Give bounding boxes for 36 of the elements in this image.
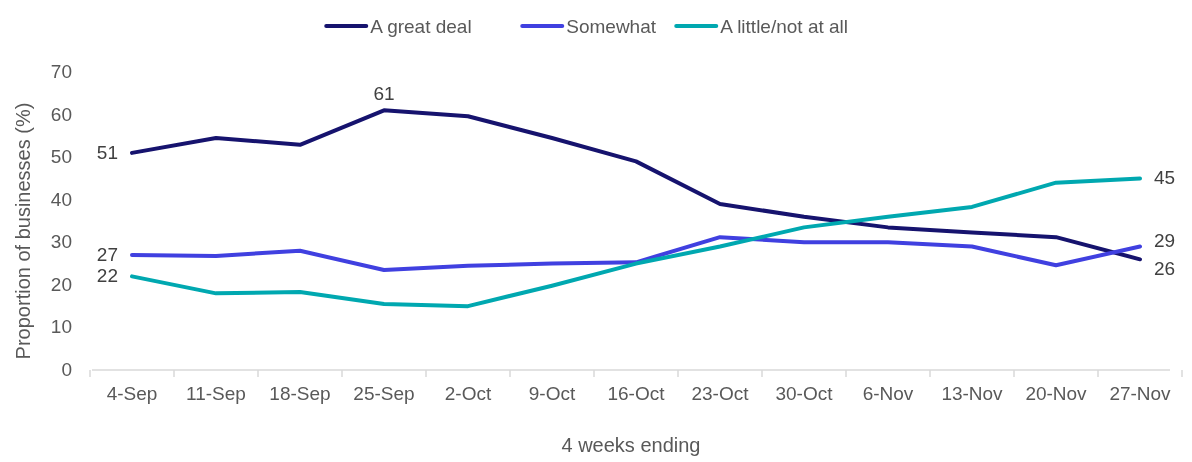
data-label: 22 [96,265,118,287]
data-label: 29 [1154,229,1176,251]
y-tick-label: 0 [61,359,72,380]
x-tick-label: 25-Sep [353,383,415,404]
y-tick-label: 70 [50,61,72,82]
x-tick-label: 2-Oct [444,383,492,404]
line-series [130,235,1142,272]
x-tick-label: 4-Sep [106,383,158,404]
x-tick-label: 27-Nov [1109,383,1172,404]
line-series [130,176,1142,309]
y-tick-label: 10 [50,316,72,338]
legend-label: A great deal [370,16,472,37]
x-tick-label: 20-Nov [1025,383,1088,404]
legend-label: A little/not at all [720,16,849,37]
x-axis-title: 4 weeks ending [561,434,701,456]
line-series [130,108,1142,262]
y-axis-title: Proportion of businesses (%) [12,102,34,360]
x-tick-label: 6-Nov [862,383,914,404]
data-label: 51 [96,141,118,163]
y-tick-label: 40 [50,188,72,210]
x-tick-label: 13-Nov [941,383,1004,404]
y-tick-label: 30 [50,231,72,253]
x-tick-label: 16-Oct [607,383,666,404]
y-tick-label: 60 [50,103,72,125]
data-label: 26 [1154,258,1176,280]
x-tick-label: 18-Sep [269,383,331,404]
data-label: 45 [1154,167,1176,189]
x-tick-label: 23-Oct [691,383,750,404]
x-tick-label: 9-Oct [528,383,576,404]
data-label: 27 [96,244,118,266]
data-label: 61 [373,83,395,105]
x-tick-label: 11-Sep [186,383,246,404]
y-tick-label: 20 [50,273,72,295]
legend-label: Somewhat [566,16,657,37]
x-tick-label: 30-Oct [775,383,834,404]
y-tick-label: 50 [50,146,72,168]
